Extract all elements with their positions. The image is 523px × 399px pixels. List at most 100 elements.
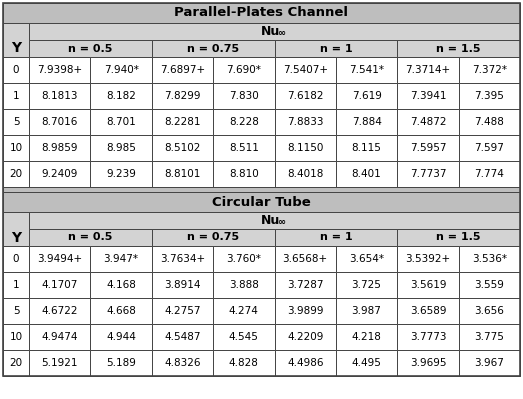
Text: 3.760*: 3.760*: [226, 254, 262, 264]
Text: 7.5407+: 7.5407+: [283, 65, 328, 75]
Bar: [152, 298, 213, 324]
Text: 8.985: 8.985: [106, 143, 136, 153]
Text: 5: 5: [13, 117, 19, 127]
Bar: [275, 272, 336, 298]
Text: n = 0.75: n = 0.75: [187, 43, 239, 53]
Text: 4.944: 4.944: [106, 332, 136, 342]
Bar: [213, 135, 275, 161]
Text: Y: Y: [11, 231, 21, 245]
Text: 8.401: 8.401: [351, 169, 381, 179]
Bar: [90, 324, 152, 350]
Text: 4.9474: 4.9474: [41, 332, 78, 342]
Bar: [397, 298, 459, 324]
Bar: [275, 57, 336, 83]
Bar: [336, 272, 397, 298]
Text: 4.168: 4.168: [106, 280, 136, 290]
Bar: [152, 350, 213, 376]
Bar: [275, 298, 336, 324]
Text: 8.4018: 8.4018: [287, 169, 323, 179]
Bar: [3, 23, 29, 57]
Bar: [213, 161, 275, 187]
Bar: [152, 246, 213, 272]
Text: 7.3941: 7.3941: [410, 91, 446, 101]
Text: 9.2409: 9.2409: [41, 169, 78, 179]
Bar: [213, 57, 275, 83]
Bar: [29, 272, 90, 298]
Text: 3.9695: 3.9695: [410, 358, 446, 368]
Bar: [459, 57, 520, 83]
Bar: [152, 161, 213, 187]
Text: 4.495: 4.495: [351, 358, 381, 368]
Bar: [3, 3, 520, 23]
Text: 3.536*: 3.536*: [472, 254, 507, 264]
Bar: [90, 161, 152, 187]
Bar: [29, 161, 90, 187]
Text: 3.967: 3.967: [474, 358, 504, 368]
Text: 4.2209: 4.2209: [287, 332, 323, 342]
Text: n = 1.5: n = 1.5: [436, 233, 481, 243]
Bar: [152, 272, 213, 298]
Bar: [3, 83, 29, 109]
Text: 3.888: 3.888: [229, 280, 259, 290]
Bar: [29, 350, 90, 376]
Bar: [275, 40, 397, 57]
Bar: [29, 23, 520, 40]
Text: 8.1150: 8.1150: [287, 143, 323, 153]
Bar: [275, 161, 336, 187]
Text: 7.940*: 7.940*: [104, 65, 139, 75]
Text: 3.5619: 3.5619: [410, 280, 446, 290]
Bar: [213, 272, 275, 298]
Text: 3.559: 3.559: [474, 280, 504, 290]
Text: 1: 1: [13, 91, 19, 101]
Text: n = 1: n = 1: [320, 43, 352, 53]
Text: 7.7737: 7.7737: [410, 169, 446, 179]
Text: 3.725: 3.725: [351, 280, 381, 290]
Bar: [3, 298, 29, 324]
Bar: [336, 161, 397, 187]
Text: 8.8101: 8.8101: [164, 169, 201, 179]
Bar: [336, 350, 397, 376]
Bar: [397, 83, 459, 109]
Bar: [90, 246, 152, 272]
Text: 7.774: 7.774: [474, 169, 504, 179]
Bar: [29, 324, 90, 350]
Text: 4.2757: 4.2757: [164, 306, 201, 316]
Text: 7.690*: 7.690*: [226, 65, 262, 75]
Bar: [29, 40, 152, 57]
Text: Nu: Nu: [261, 214, 280, 227]
Text: 4.8326: 4.8326: [164, 358, 201, 368]
Text: 3.8914: 3.8914: [164, 280, 201, 290]
Bar: [397, 109, 459, 135]
Bar: [3, 161, 29, 187]
Text: 7.8299: 7.8299: [164, 91, 201, 101]
Text: n = 0.5: n = 0.5: [68, 233, 112, 243]
Text: 1: 1: [13, 280, 19, 290]
Bar: [397, 272, 459, 298]
Text: 4.274: 4.274: [229, 306, 259, 316]
Bar: [459, 324, 520, 350]
Bar: [397, 350, 459, 376]
Bar: [3, 135, 29, 161]
Bar: [459, 161, 520, 187]
Text: ∞: ∞: [277, 217, 286, 227]
Text: 7.830: 7.830: [229, 91, 259, 101]
Bar: [459, 246, 520, 272]
Bar: [3, 350, 29, 376]
Bar: [29, 246, 90, 272]
Bar: [90, 350, 152, 376]
Bar: [213, 350, 275, 376]
Text: 3.654*: 3.654*: [349, 254, 384, 264]
Text: 8.1813: 8.1813: [41, 91, 78, 101]
Bar: [459, 272, 520, 298]
Text: 7.619: 7.619: [351, 91, 381, 101]
Text: Y: Y: [11, 41, 21, 55]
Text: 7.488: 7.488: [474, 117, 504, 127]
Text: 7.6897+: 7.6897+: [160, 65, 205, 75]
Text: 7.884: 7.884: [351, 117, 381, 127]
Bar: [3, 324, 29, 350]
Bar: [29, 212, 520, 229]
Bar: [397, 40, 520, 57]
Bar: [459, 350, 520, 376]
Text: 4.828: 4.828: [229, 358, 259, 368]
Text: 4.5487: 4.5487: [164, 332, 201, 342]
